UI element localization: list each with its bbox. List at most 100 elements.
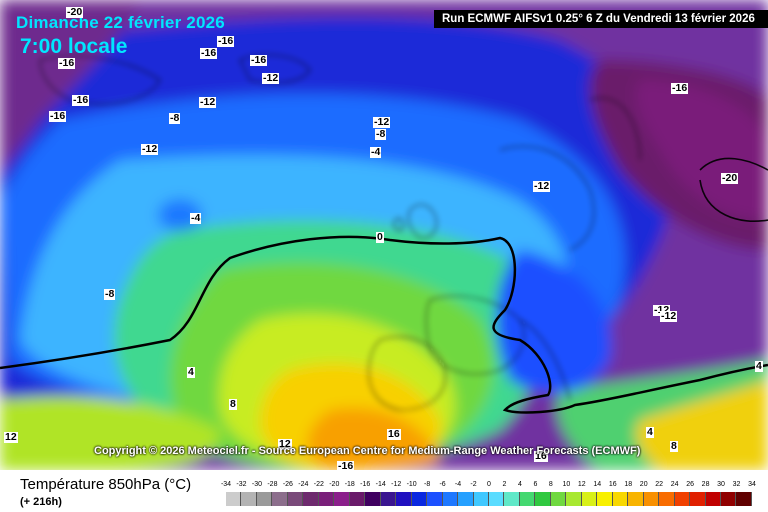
legend-tick-label: -24 (298, 481, 309, 488)
legend-tick-label: 18 (624, 481, 633, 488)
legend-tick-labels: -34 -32 -30 -2 8 -26 -24 -22 -20 -18 -16 -14 -12 -10 -… (220, 481, 756, 491)
contour-label: -16 (58, 57, 76, 69)
legend-swatch (581, 492, 598, 506)
contour-label: 16 (534, 450, 548, 462)
contour-label: -8 (375, 128, 387, 140)
contour-label: 8 (229, 398, 237, 410)
legend-swatch (597, 492, 613, 506)
contour-label: 0 (376, 231, 384, 243)
contour-label: -12 (141, 143, 159, 155)
contour-label: 12 (4, 431, 18, 443)
legend-tick-label: -6 (439, 481, 446, 488)
legend-tick-label: 16 (608, 481, 617, 488)
legend-tick-label: 22 (655, 481, 664, 488)
legend-swatch (349, 492, 366, 506)
legend-tick-label: 4 (517, 481, 522, 488)
legend-swatch (241, 492, 257, 506)
legend-swatch (396, 492, 412, 506)
legend-swatch (566, 492, 582, 506)
legend-swatch (659, 492, 675, 506)
legend-swatch (690, 492, 706, 506)
legend-tick-label: -4 (454, 481, 462, 488)
contour-label: -16 (250, 54, 268, 66)
temperature-shading (0, 0, 768, 470)
model-run-banner: Run ECMWF AIFSv1 0.25° 6 Z du Vendredi 1… (434, 10, 768, 28)
contour-label: -12 (533, 180, 551, 192)
legend-swatch (643, 492, 660, 506)
legend-tick-label: -30 (251, 481, 262, 488)
contour-label: -12 (660, 310, 678, 322)
legend-tick-label: -34 (220, 481, 232, 488)
legend-swatch (535, 492, 551, 506)
contour-label: -16 (72, 94, 90, 106)
legend-swatch (488, 492, 505, 506)
legend-swatch (318, 492, 335, 506)
legend-swatch (287, 492, 304, 506)
isotherm-lines (699, 157, 768, 222)
legend-swatch (721, 492, 737, 506)
legend-tick-label: -12 (391, 481, 402, 488)
contour-label: -16 (200, 47, 218, 59)
forecast-time: 7:00 locale (20, 35, 128, 58)
contour-label: -4 (190, 212, 202, 224)
contour-label: 8 (670, 440, 678, 452)
legend-tick-label: 14 (593, 481, 602, 488)
legend-tick-label: -26 (282, 481, 293, 488)
contour-label: -12 (262, 72, 280, 84)
legend-swatch (303, 492, 319, 506)
legend-swatch (365, 492, 381, 506)
color-scale-bar (226, 492, 752, 506)
legend-tick-label: -2 (470, 481, 477, 488)
legend-tick-label: 32 (732, 481, 741, 488)
contour-label: -16 (49, 110, 67, 122)
contour-label: 4 (187, 366, 195, 378)
legend-tick-label: -32 (236, 481, 247, 488)
legend-tick-label: -18 (344, 481, 355, 488)
legend-swatch (256, 492, 273, 506)
legend-tick-label: 12 (577, 481, 586, 488)
legend-swatch (473, 492, 489, 506)
legend-swatch (380, 492, 397, 506)
contour-label: -16 (217, 35, 235, 47)
legend-tick-label: 2 (502, 481, 507, 488)
legend-swatch (519, 492, 536, 506)
legend-tick-label: 10 (562, 481, 571, 488)
contour-label: -20 (66, 6, 84, 18)
legend-swatch (458, 492, 474, 506)
legend-tick-label: 8 (548, 481, 553, 488)
legend-tick-label: 24 (670, 481, 679, 488)
contour-label: -12 (199, 96, 217, 108)
legend-swatch (736, 492, 752, 506)
freezing-isotherm (0, 235, 768, 414)
copyright-notice: Copyright © 2026 Meteociel.fr - Source E… (94, 445, 641, 457)
legend-tick-label: -14 (375, 481, 386, 488)
legend-tick-label: 6 (533, 481, 538, 488)
legend-tick-label: 34 (748, 481, 756, 488)
legend-swatch (427, 492, 443, 506)
legend-swatch (442, 492, 459, 506)
contour-label: 12 (278, 438, 292, 450)
legend-swatch (272, 492, 288, 506)
legend-tick-label: -20 (329, 481, 340, 488)
legend-tick-label: -10 (406, 481, 417, 488)
legend-tick-label: -22 (313, 481, 324, 488)
contour-label: -12 (373, 116, 391, 128)
legend-swatch (674, 492, 691, 506)
legend-swatch (550, 492, 567, 506)
contour-label: 4 (646, 426, 654, 438)
legend-swatch (226, 492, 242, 506)
legend-swatch (504, 492, 520, 506)
legend-swatch (628, 492, 644, 506)
contour-label: -16 (337, 460, 355, 472)
contour-label: -16 (671, 82, 689, 94)
contour-label: -8 (104, 288, 116, 300)
legend-tick-label: 30 (717, 481, 725, 488)
contour-label: -12 (653, 304, 671, 316)
legend-tick-label: 0 (487, 481, 491, 488)
legend-tick-label: 26 (686, 481, 695, 488)
legend-tick-label: -16 (360, 481, 371, 488)
contour-label: -8 (169, 112, 181, 124)
map-variable-title: Température 850hPa (°C) (20, 476, 192, 493)
legend-swatch (705, 492, 721, 506)
